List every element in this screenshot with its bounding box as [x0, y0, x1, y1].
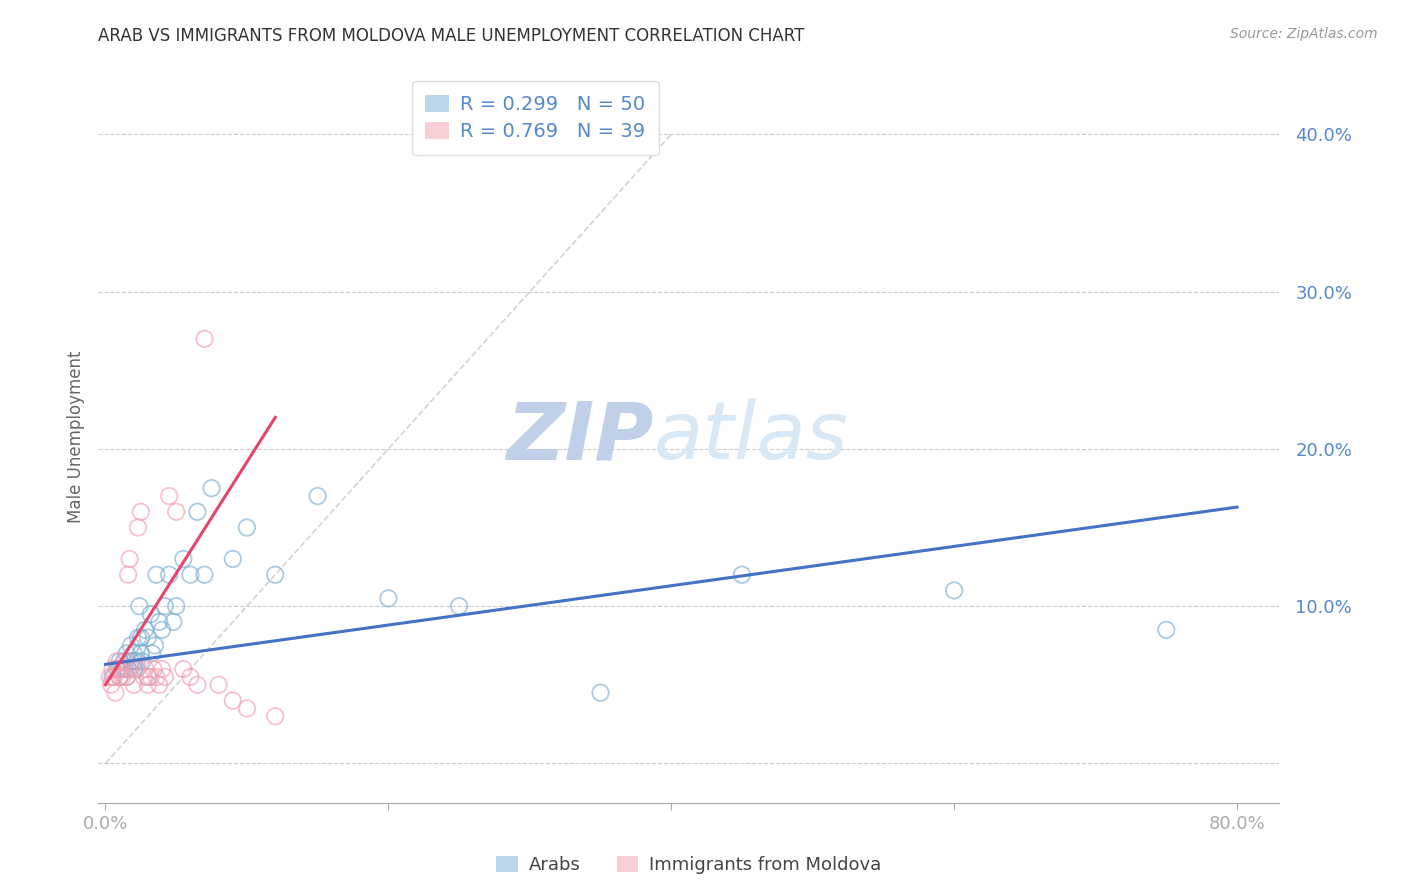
Point — [107, 662, 129, 676]
Point — [153, 670, 176, 684]
Point — [117, 662, 139, 676]
Point — [122, 662, 145, 676]
Point — [122, 678, 145, 692]
Point — [264, 709, 287, 723]
Point — [165, 505, 187, 519]
Point — [103, 670, 125, 684]
Point — [150, 662, 173, 676]
Point — [264, 567, 287, 582]
Point — [120, 662, 142, 676]
Point — [172, 552, 194, 566]
Point — [101, 670, 124, 684]
Point — [143, 639, 166, 653]
Point — [186, 678, 208, 692]
Point — [141, 646, 163, 660]
Point — [200, 481, 222, 495]
Point — [108, 654, 131, 668]
Point — [111, 670, 134, 684]
Point — [222, 552, 245, 566]
Point — [120, 654, 142, 668]
Point — [145, 670, 167, 684]
Legend: Arabs, Immigrants from Moldova: Arabs, Immigrants from Moldova — [489, 849, 889, 881]
Point — [179, 567, 201, 582]
Point — [193, 567, 215, 582]
Point — [128, 599, 150, 614]
Y-axis label: Male Unemployment: Male Unemployment — [66, 351, 84, 524]
Point — [111, 662, 134, 676]
Point — [136, 631, 159, 645]
Point — [104, 686, 127, 700]
Point — [101, 662, 124, 676]
Point — [125, 654, 148, 668]
Point — [132, 670, 155, 684]
Point — [449, 599, 471, 614]
Point — [148, 678, 170, 692]
Point — [114, 662, 136, 676]
Point — [186, 505, 208, 519]
Point — [136, 678, 159, 692]
Point — [115, 646, 138, 660]
Point — [108, 670, 131, 684]
Text: ZIP: ZIP — [506, 398, 654, 476]
Text: ARAB VS IMMIGRANTS FROM MOLDOVA MALE UNEMPLOYMENT CORRELATION CHART: ARAB VS IMMIGRANTS FROM MOLDOVA MALE UNE… — [98, 27, 804, 45]
Point — [145, 567, 167, 582]
Point — [108, 662, 131, 676]
Point — [117, 567, 139, 582]
Point — [115, 670, 138, 684]
Point — [193, 332, 215, 346]
Point — [112, 654, 135, 668]
Point — [153, 599, 176, 614]
Point — [127, 631, 149, 645]
Point — [112, 662, 135, 676]
Point — [134, 623, 156, 637]
Point — [118, 552, 141, 566]
Point — [943, 583, 966, 598]
Point — [129, 646, 152, 660]
Point — [179, 670, 201, 684]
Point — [115, 670, 138, 684]
Point — [162, 615, 184, 629]
Point — [208, 678, 231, 692]
Point — [142, 662, 165, 676]
Point — [129, 505, 152, 519]
Point — [377, 591, 399, 606]
Point — [122, 654, 145, 668]
Point — [100, 678, 122, 692]
Point — [165, 599, 187, 614]
Point — [307, 489, 329, 503]
Point — [129, 631, 152, 645]
Point — [148, 615, 170, 629]
Point — [114, 654, 136, 668]
Point — [589, 686, 612, 700]
Point — [236, 701, 259, 715]
Point — [125, 662, 148, 676]
Text: Source: ZipAtlas.com: Source: ZipAtlas.com — [1230, 27, 1378, 41]
Point — [108, 670, 131, 684]
Point — [731, 567, 754, 582]
Point — [98, 670, 121, 684]
Point — [125, 662, 148, 676]
Point — [131, 654, 153, 668]
Point — [157, 489, 180, 503]
Point — [139, 670, 162, 684]
Point — [134, 662, 156, 676]
Point — [172, 662, 194, 676]
Point — [150, 623, 173, 637]
Point — [136, 670, 159, 684]
Point — [139, 607, 162, 621]
Point — [120, 639, 142, 653]
Point — [157, 567, 180, 582]
Point — [105, 654, 128, 668]
Point — [236, 520, 259, 534]
Point — [1156, 623, 1178, 637]
Point — [122, 646, 145, 660]
Point — [222, 693, 245, 707]
Point — [105, 662, 128, 676]
Point — [127, 520, 149, 534]
Text: atlas: atlas — [654, 398, 848, 476]
